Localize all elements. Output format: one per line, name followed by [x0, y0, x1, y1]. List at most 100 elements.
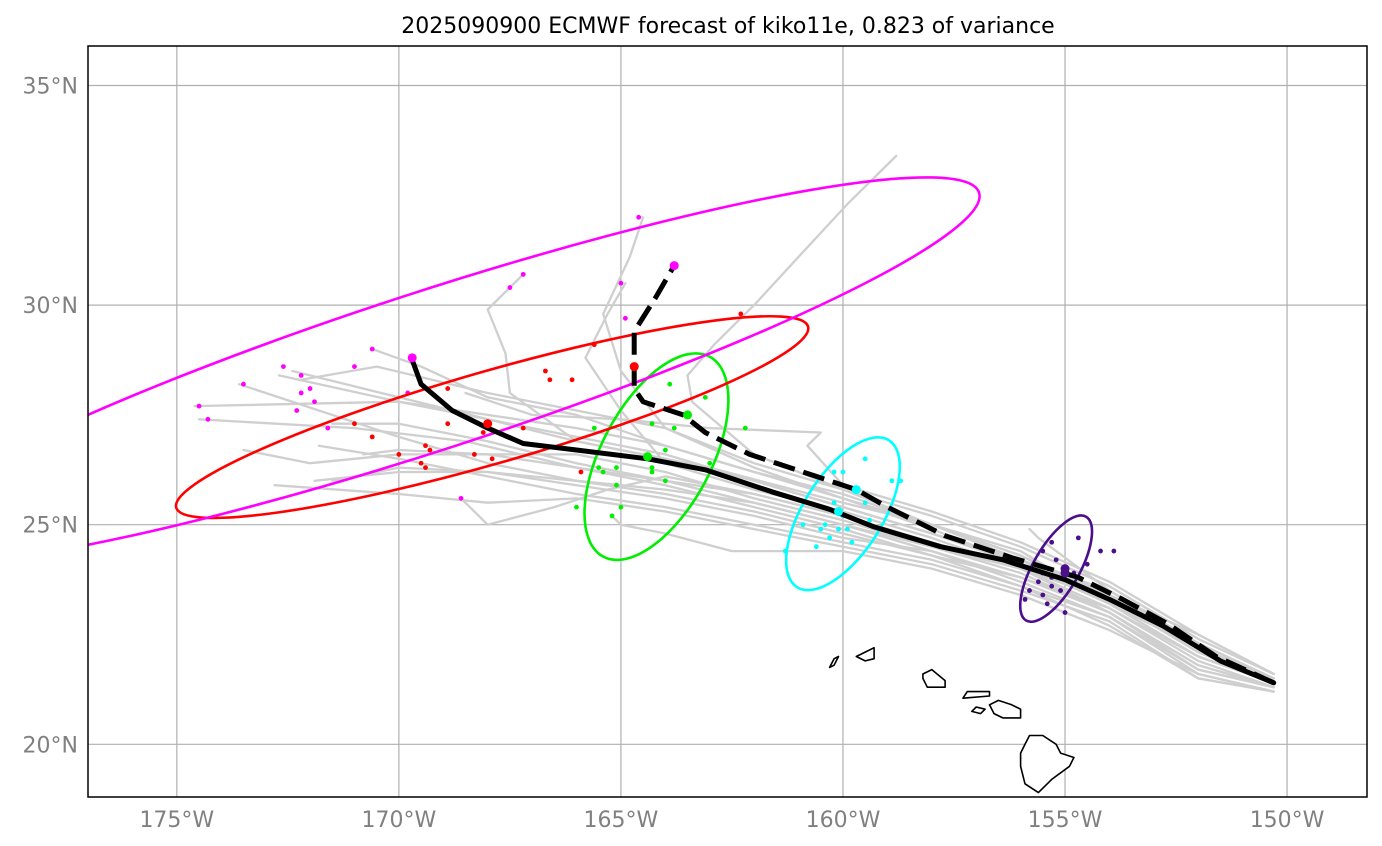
- member-track: [273, 484, 1275, 693]
- dashed-track-marker: [851, 485, 861, 495]
- member-position-dot: [800, 522, 806, 528]
- lat-tick-label: 30°N: [23, 294, 78, 319]
- member-position-dot: [205, 416, 211, 422]
- member-position-dot: [827, 535, 833, 541]
- member-track: [686, 154, 1275, 676]
- member-position-dot: [480, 430, 486, 435]
- member-position-dot: [813, 544, 819, 550]
- member-position-dot: [574, 504, 579, 510]
- member-position-dot: [840, 469, 846, 475]
- solid-mean-track: [409, 357, 1277, 686]
- uncertainty-ellipse: [784, 436, 902, 592]
- member-track: [602, 216, 1275, 684]
- lon-tick-label: 155°W: [1028, 808, 1103, 833]
- member-position-dot: [294, 408, 300, 413]
- island-outline: [828, 655, 840, 669]
- member-track: [610, 514, 1275, 693]
- member-position-dot: [471, 452, 477, 457]
- member-position-dot: [596, 465, 602, 471]
- member-track: [331, 422, 1275, 689]
- uncertainty-ellipse: [583, 352, 730, 562]
- member-position-dot: [1049, 583, 1055, 589]
- member-position-dot: [831, 469, 837, 475]
- member-position-dot: [738, 311, 744, 317]
- gridlines: [88, 46, 1367, 797]
- member-position-dot: [1049, 539, 1055, 545]
- member-position-dot: [867, 517, 873, 523]
- member-position-dot: [1111, 548, 1117, 554]
- member-track: [277, 374, 1275, 680]
- member-position-dot: [547, 377, 553, 383]
- member-position-dot: [614, 465, 619, 471]
- member-position-dot: [298, 390, 304, 396]
- member-position-dot: [845, 526, 850, 532]
- member-track: [193, 400, 1275, 676]
- island-outline: [988, 699, 1022, 719]
- member-position-dot: [1027, 588, 1032, 593]
- member-position-dot: [591, 425, 597, 431]
- solid-track-marker: [643, 452, 653, 462]
- island-outline: [962, 690, 991, 700]
- uncertainty-ellipse: [1018, 514, 1094, 624]
- axis-labels: 175°W 170°W 165°W 160°W 155°W 150°W 20°N 25°N 30…: [23, 75, 1325, 833]
- member-position-dot: [1044, 601, 1050, 607]
- member-position-dot: [742, 425, 748, 431]
- member-position-dot: [1098, 548, 1103, 554]
- dashed-track-marker: [629, 362, 639, 372]
- uncertainty-ellipses: [88, 176, 1094, 624]
- member-position-dot: [369, 434, 375, 440]
- lat-tick-label: 35°N: [23, 75, 78, 100]
- member-position-dot: [1058, 588, 1063, 593]
- member-track: [362, 448, 1275, 684]
- time-markers: [407, 261, 1070, 578]
- uncertainty-ellipse: [88, 176, 981, 566]
- member-position-dot: [1062, 610, 1068, 615]
- island-outline: [1019, 734, 1075, 794]
- member-position-dot: [622, 315, 628, 321]
- member-position-dot: [489, 456, 495, 462]
- lon-tick-label: 165°W: [584, 808, 659, 833]
- member-position-dot: [1053, 557, 1059, 563]
- lon-tick-label: 160°W: [806, 808, 881, 833]
- hawaiian-islands: [828, 646, 1075, 794]
- member-position-dot: [427, 447, 433, 453]
- member-position-dot: [667, 381, 673, 387]
- member-position-dot: [822, 522, 828, 528]
- member-position-dot: [831, 500, 837, 506]
- member-position-dot: [707, 460, 713, 466]
- member-position-dot: [836, 526, 841, 532]
- member-position-dot: [662, 447, 668, 453]
- member-position-dot: [1035, 579, 1041, 585]
- member-position-dot: [578, 469, 584, 475]
- member-position-dot: [1022, 596, 1028, 602]
- member-track: [464, 391, 1275, 676]
- dashed-track-marker: [669, 261, 679, 271]
- lon-tick-label: 170°W: [361, 808, 436, 833]
- member-position-dot: [1075, 535, 1081, 541]
- member-position-dot: [662, 478, 668, 484]
- island-outline: [922, 668, 946, 689]
- member-position-dot: [281, 364, 286, 370]
- member-position-dot: [1040, 592, 1046, 598]
- member-track: [317, 444, 1275, 693]
- member-position-dot: [569, 377, 575, 383]
- member-position-dot: [507, 285, 513, 290]
- island-outline: [855, 646, 875, 662]
- island-outline: [970, 706, 986, 715]
- member-position-dot: [636, 214, 642, 220]
- lon-tick-label: 150°W: [1250, 808, 1325, 833]
- member-position-dot: [307, 386, 313, 391]
- member-position-dot: [862, 500, 868, 506]
- member-position-dot: [849, 539, 855, 545]
- member-position-dot: [423, 465, 428, 471]
- member-track: [237, 383, 1275, 689]
- solid-track-marker: [834, 507, 844, 517]
- member-position-dot: [352, 364, 357, 370]
- member-position-dot: [445, 421, 451, 427]
- uncertainty-ellipse: [174, 314, 810, 520]
- member-position-dot: [445, 386, 451, 391]
- member-position-dot: [543, 368, 548, 374]
- member-position-dot: [618, 504, 624, 510]
- member-position-dot: [418, 460, 424, 466]
